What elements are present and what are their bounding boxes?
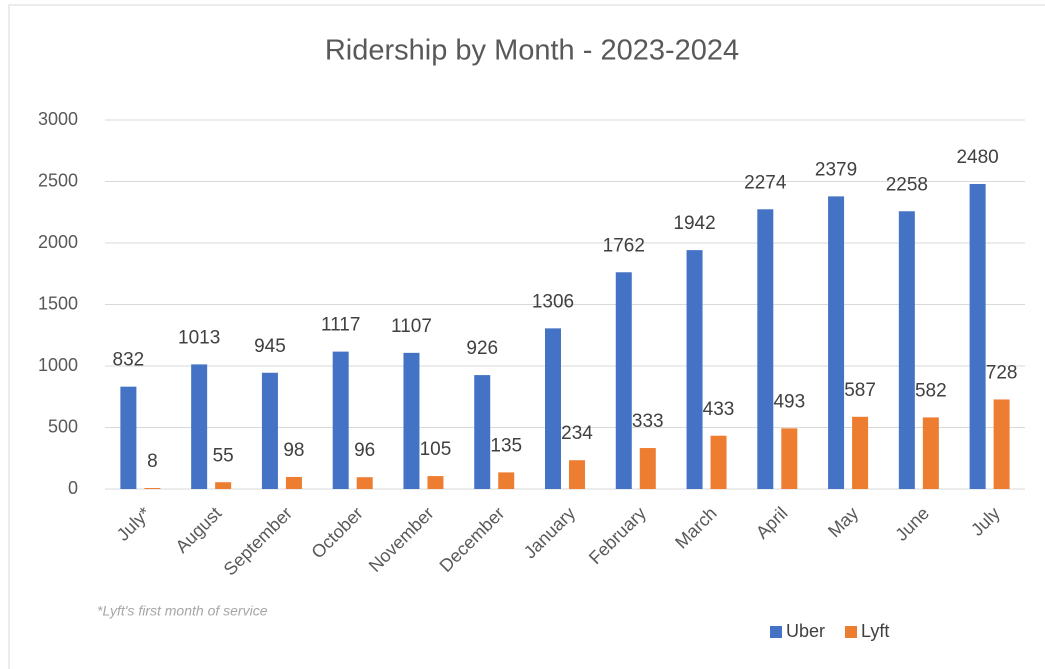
data-label: 2480 xyxy=(956,147,998,168)
bar xyxy=(285,476,302,489)
data-label: 926 xyxy=(466,338,498,359)
chart-border xyxy=(8,4,1045,669)
data-label: 1117 xyxy=(321,315,360,336)
data-label: 2274 xyxy=(744,172,787,193)
data-label: 945 xyxy=(254,336,286,357)
data-label: 55 xyxy=(213,445,234,466)
bar xyxy=(852,416,869,489)
legend-label: Lyft xyxy=(861,621,889,641)
legend-swatch xyxy=(845,626,858,638)
data-label: 1762 xyxy=(603,235,645,256)
bar xyxy=(969,183,986,489)
y-tick-label: 3000 xyxy=(38,109,78,129)
data-label: 98 xyxy=(283,440,304,461)
bar xyxy=(710,435,727,489)
data-label: 333 xyxy=(632,411,664,432)
data-label: 234 xyxy=(561,423,593,444)
bar xyxy=(356,477,373,489)
data-label: 8 xyxy=(147,451,158,472)
bar xyxy=(781,428,798,489)
data-label: 1013 xyxy=(178,327,220,348)
data-label: 2258 xyxy=(886,174,928,195)
bar xyxy=(427,476,444,489)
bar xyxy=(498,472,515,489)
data-label: 1306 xyxy=(532,291,574,312)
bar xyxy=(922,417,939,489)
bar xyxy=(615,272,632,489)
data-label: 728 xyxy=(986,362,1018,383)
legend-label: Uber xyxy=(786,621,825,641)
bar xyxy=(120,386,137,489)
data-label: 96 xyxy=(354,440,375,461)
bar xyxy=(215,482,232,489)
bar xyxy=(757,209,774,489)
bar xyxy=(993,399,1010,489)
bar xyxy=(898,211,915,490)
footnote: *Lyft's first month of service xyxy=(97,603,268,619)
y-tick-label: 1500 xyxy=(38,293,78,313)
bar xyxy=(191,364,208,489)
bar xyxy=(403,352,420,489)
bar xyxy=(569,460,585,489)
y-tick-label: 0 xyxy=(68,478,78,498)
y-tick-label: 2500 xyxy=(38,170,78,190)
y-tick-label: 1000 xyxy=(38,355,78,375)
data-label: 2379 xyxy=(815,159,857,180)
data-label: 105 xyxy=(420,439,452,460)
data-label: 1107 xyxy=(391,316,432,337)
y-tick-label: 2000 xyxy=(38,232,78,252)
bar xyxy=(828,196,845,489)
bar xyxy=(474,375,491,489)
bar xyxy=(332,351,349,489)
data-label: 433 xyxy=(703,399,735,420)
data-label: 135 xyxy=(490,435,522,456)
bar xyxy=(144,488,161,489)
data-label: 1942 xyxy=(673,213,715,234)
data-label: 832 xyxy=(113,350,145,371)
bar xyxy=(686,250,703,489)
bar xyxy=(545,328,561,489)
bar xyxy=(639,448,656,489)
data-label: 582 xyxy=(915,380,947,401)
bar xyxy=(261,372,278,489)
y-tick-label: 500 xyxy=(48,416,78,436)
legend-swatch xyxy=(770,626,782,638)
data-label: 587 xyxy=(844,380,876,401)
data-label: 493 xyxy=(773,391,805,412)
chart-title: Ridership by Month - 2023-2024 xyxy=(325,35,739,67)
